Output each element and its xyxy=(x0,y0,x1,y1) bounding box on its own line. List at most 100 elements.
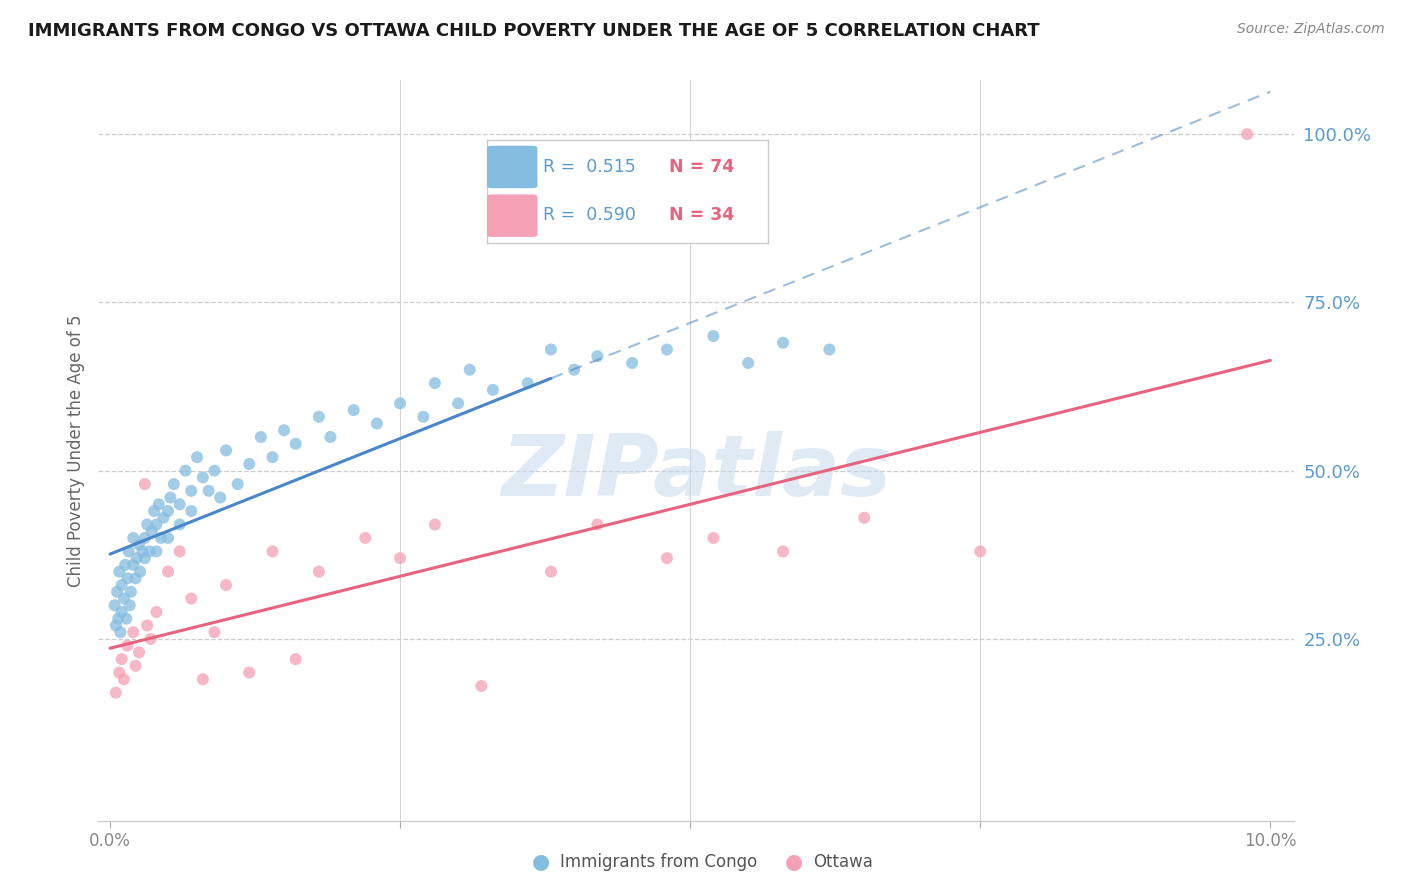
Point xyxy=(540,343,562,357)
Point xyxy=(354,531,377,545)
Point xyxy=(108,565,131,579)
Point xyxy=(423,376,446,391)
Point xyxy=(117,544,139,558)
Point xyxy=(540,565,562,579)
Point xyxy=(818,343,841,357)
Point xyxy=(180,504,202,518)
Point xyxy=(163,477,186,491)
Point xyxy=(482,383,505,397)
Text: ●: ● xyxy=(786,852,803,871)
Point xyxy=(138,544,160,558)
Point xyxy=(136,618,159,632)
Point xyxy=(273,423,295,437)
Point xyxy=(284,652,307,666)
Point xyxy=(128,538,150,552)
Point xyxy=(308,565,330,579)
Point xyxy=(169,497,191,511)
Point xyxy=(366,417,388,431)
Point xyxy=(702,531,724,545)
Point xyxy=(136,517,159,532)
Point xyxy=(737,356,759,370)
Point xyxy=(180,591,202,606)
Point xyxy=(621,356,644,370)
Point xyxy=(112,591,135,606)
Point xyxy=(157,504,180,518)
Point xyxy=(145,605,167,619)
Point xyxy=(134,531,156,545)
Point xyxy=(143,504,166,518)
Point xyxy=(108,665,131,680)
Point xyxy=(586,517,609,532)
Point xyxy=(319,430,342,444)
Point xyxy=(853,510,876,524)
Text: ●: ● xyxy=(533,852,550,871)
Point xyxy=(104,618,127,632)
Point xyxy=(105,584,128,599)
Point xyxy=(124,658,146,673)
Point xyxy=(1236,127,1258,141)
Point xyxy=(174,464,197,478)
Point xyxy=(115,612,138,626)
Point xyxy=(470,679,492,693)
Point xyxy=(226,477,249,491)
Point xyxy=(262,544,284,558)
Point xyxy=(110,625,132,640)
Point xyxy=(343,403,366,417)
Y-axis label: Child Poverty Under the Age of 5: Child Poverty Under the Age of 5 xyxy=(66,314,84,587)
Point xyxy=(150,531,173,545)
Point xyxy=(104,686,127,700)
Text: Ottawa: Ottawa xyxy=(813,853,873,871)
Point xyxy=(157,565,180,579)
Point xyxy=(112,673,135,687)
Text: IMMIGRANTS FROM CONGO VS OTTAWA CHILD POVERTY UNDER THE AGE OF 5 CORRELATION CHA: IMMIGRANTS FROM CONGO VS OTTAWA CHILD PO… xyxy=(28,22,1040,40)
Point xyxy=(139,632,162,646)
Point xyxy=(169,544,191,558)
Point xyxy=(412,409,434,424)
Point xyxy=(114,558,136,572)
Point xyxy=(180,483,202,498)
Point xyxy=(134,477,156,491)
Point xyxy=(120,584,142,599)
Point xyxy=(238,457,260,471)
Point xyxy=(111,578,134,592)
Point xyxy=(125,551,148,566)
Point xyxy=(145,517,167,532)
Point xyxy=(772,335,794,350)
Point xyxy=(655,551,678,566)
Point xyxy=(122,531,145,545)
Point xyxy=(655,343,678,357)
Point xyxy=(204,625,226,640)
Point xyxy=(111,605,134,619)
Point xyxy=(169,517,191,532)
Point xyxy=(772,544,794,558)
Point xyxy=(250,430,273,444)
Point xyxy=(308,409,330,424)
Point xyxy=(152,510,174,524)
Point xyxy=(423,517,446,532)
Point xyxy=(191,673,214,687)
Text: ZIPatlas: ZIPatlas xyxy=(501,431,891,514)
Point xyxy=(447,396,470,410)
Point xyxy=(107,612,129,626)
Point xyxy=(124,571,146,585)
Point xyxy=(118,599,141,613)
Point xyxy=(111,652,134,666)
Point xyxy=(702,329,724,343)
Point xyxy=(159,491,181,505)
Point xyxy=(209,491,232,505)
Point xyxy=(191,470,214,484)
Point xyxy=(122,625,145,640)
Point xyxy=(389,551,412,566)
Point xyxy=(148,497,170,511)
Point xyxy=(389,396,412,410)
Point xyxy=(969,544,991,558)
Point xyxy=(516,376,538,391)
Point xyxy=(129,565,152,579)
Point xyxy=(186,450,208,465)
Text: Immigrants from Congo: Immigrants from Congo xyxy=(560,853,756,871)
Point xyxy=(215,578,238,592)
Point xyxy=(586,349,609,363)
Point xyxy=(204,464,226,478)
Point xyxy=(104,599,127,613)
Point xyxy=(262,450,284,465)
